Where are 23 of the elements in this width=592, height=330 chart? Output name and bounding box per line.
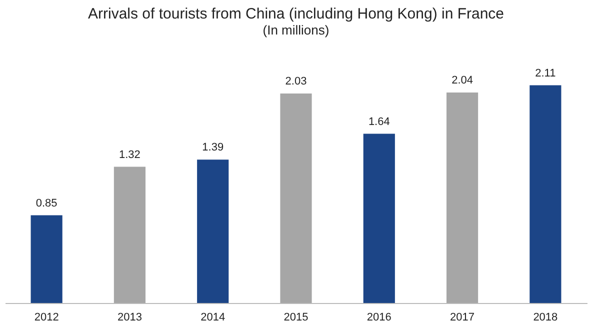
bar [446,92,478,303]
data-label: 2.03 [285,76,307,88]
data-label: 1.64 [368,116,390,128]
x-tick-label: 2016 [366,312,392,324]
bar [363,134,395,303]
x-tick-label: 2012 [34,312,59,324]
chart-title: Arrivals of tourists from China (including Hong Kong) in France [88,5,504,22]
data-label: 0.85 [36,197,58,210]
x-tick-label: 2018 [533,312,558,324]
bar [30,215,62,303]
data-label: 2.04 [452,74,473,87]
bar [114,166,146,303]
bar [197,160,229,303]
chart-subtitle: (In millions) [262,22,330,38]
data-label: 2.11 [535,67,556,80]
data-label: 1.32 [119,148,140,161]
x-tick-label: 2014 [200,312,226,324]
x-tick-label: 2013 [117,312,142,324]
bar [530,85,562,303]
x-tick-label: 2015 [284,312,308,324]
x-tick-label: 2017 [450,312,475,324]
bar [280,94,312,303]
data-label: 1.39 [202,142,224,154]
